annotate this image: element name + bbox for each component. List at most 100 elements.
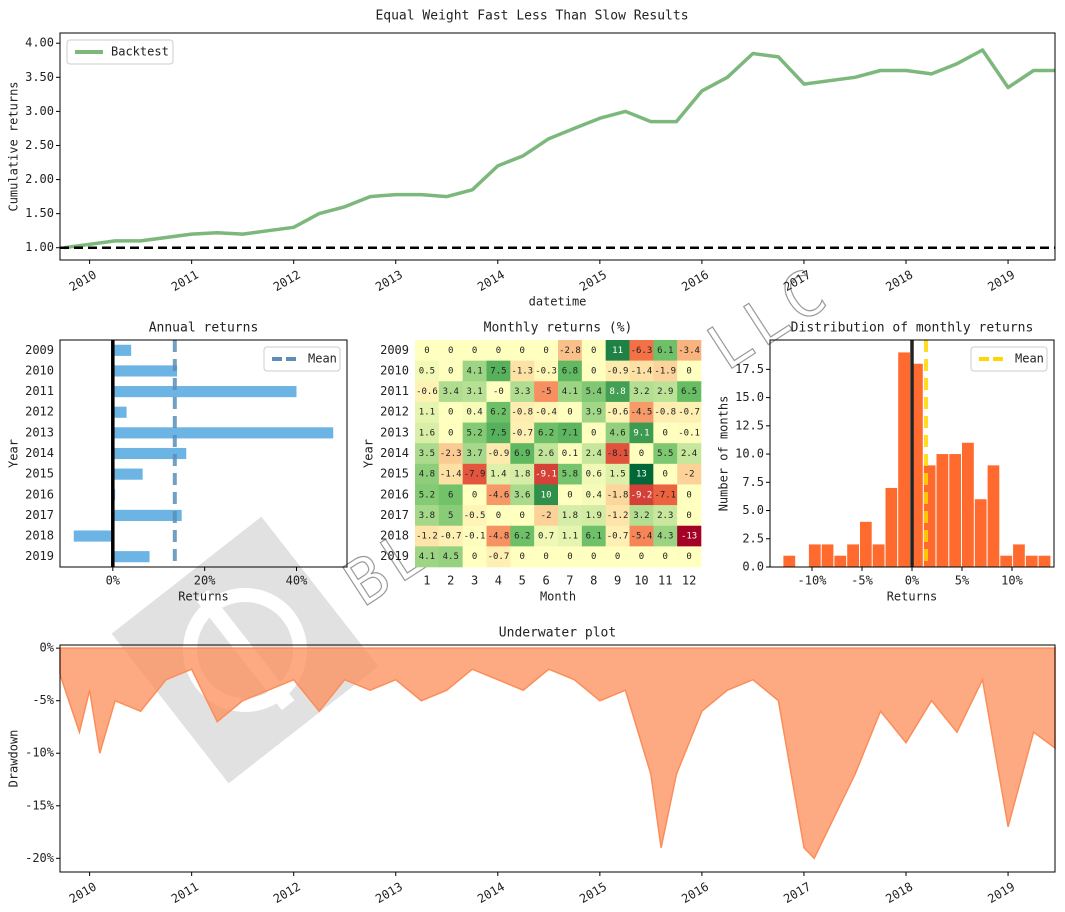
- y-tick-label: 7.5: [742, 475, 764, 489]
- histogram-bar: [898, 352, 910, 567]
- cell-label: 2.4: [681, 449, 697, 459]
- heatmap-cell: [605, 340, 630, 361]
- cell-label: 0: [591, 366, 596, 376]
- cell-label: 10: [541, 490, 552, 500]
- heatmap-cell: [677, 340, 702, 361]
- y-tick-label: -20%: [25, 851, 55, 865]
- heatmap-cell: [486, 340, 511, 361]
- legend-label: Mean: [308, 352, 337, 366]
- heatmap-cell: [415, 360, 440, 382]
- x-tick-label: 2019: [985, 880, 1017, 907]
- cell-label: 0: [686, 552, 691, 562]
- heatmap-cell: [629, 525, 654, 547]
- cell-label: 1.1: [562, 532, 578, 542]
- heatmap-cell: [462, 546, 487, 568]
- x-tick-label: 2011: [169, 880, 201, 907]
- heatmap-cell: [534, 340, 559, 361]
- cell-label: 4.6: [609, 428, 625, 438]
- cell-label: -1.3: [511, 366, 533, 376]
- cell-label: 6.9: [514, 449, 530, 459]
- heatmap-cell: [677, 443, 702, 465]
- heatmap-cell: [486, 422, 511, 444]
- heatmap-cell: [653, 484, 678, 506]
- histogram-bar: [1038, 555, 1051, 567]
- cell-label: -0.8: [511, 408, 533, 418]
- heatmap-cell: [462, 505, 487, 527]
- cell-label: 3.5: [419, 449, 435, 459]
- heatmap-cell: [605, 463, 630, 485]
- heatmap-cell: [486, 505, 511, 527]
- heatmap-cell: [653, 463, 678, 485]
- cell-label: -0.3: [535, 366, 557, 376]
- heatmap-cell: [558, 360, 583, 382]
- x-tick-label: 2014: [475, 880, 507, 907]
- legend-label: Backtest: [111, 45, 169, 59]
- heatmap-cell: [438, 381, 463, 403]
- heatmap-cell: [510, 525, 535, 547]
- histogram-bar: [1025, 555, 1038, 567]
- heatmap-cell: [438, 443, 463, 465]
- heatmap-cell: [677, 484, 702, 506]
- cell-label: 4.5: [443, 552, 459, 562]
- heatmap-cell: [415, 422, 440, 444]
- y-tick-label: 3.50: [25, 70, 54, 84]
- bar: [112, 468, 143, 480]
- cell-label: -0.1: [678, 428, 700, 438]
- x-tick-label: 6: [542, 574, 549, 588]
- cell-label: 0: [496, 346, 501, 356]
- y-axis-label: Cumulative returns: [7, 81, 21, 211]
- heatmap-cell: [415, 401, 440, 423]
- histogram-bar: [885, 487, 898, 567]
- x-tick-label: 2013: [373, 880, 405, 907]
- heatmap-cell: [534, 505, 559, 527]
- heatmap-cell: [510, 443, 535, 465]
- cell-label: 6.1: [586, 532, 602, 542]
- cell-label: 3.8: [419, 511, 435, 521]
- heatmap-cell: [629, 463, 654, 485]
- histogram-bar: [872, 544, 885, 567]
- cell-label: 9.1: [633, 428, 649, 438]
- cell-label: 8.8: [609, 387, 625, 397]
- heatmap-cell: [677, 546, 702, 568]
- cell-label: -1.8: [607, 490, 629, 500]
- y-tick-label: 2010: [380, 363, 409, 377]
- y-tick-label: 2009: [380, 343, 409, 357]
- y-axis-label: Year: [7, 439, 21, 468]
- heatmap-cell: [438, 360, 463, 382]
- heatmap-cell: [605, 525, 630, 547]
- cell-label: -0.4: [535, 408, 557, 418]
- heatmap-cell: [605, 360, 630, 382]
- cell-label: 4.1: [466, 366, 482, 376]
- heatmap-cell: [605, 422, 630, 444]
- cell-label: -0.6: [416, 387, 438, 397]
- x-tick-label: 5: [519, 574, 526, 588]
- heatmap-cell: [438, 463, 463, 485]
- y-tick-label: 2014: [25, 446, 54, 460]
- heatmap-cell: [534, 401, 559, 423]
- cell-label: -7.1: [654, 490, 676, 500]
- heatmap-cell: [653, 422, 678, 444]
- cell-label: -0.7: [678, 408, 700, 418]
- y-axis-label: Drawdown: [7, 730, 21, 788]
- cell-label: 11: [612, 346, 623, 356]
- cell-label: -0.7: [607, 532, 629, 542]
- heatmap-cell: [581, 525, 606, 547]
- cell-label: 0: [686, 490, 691, 500]
- heatmap-cell: [677, 401, 702, 423]
- cell-label: -1.2: [416, 532, 438, 542]
- heatmap-cell: [415, 525, 440, 547]
- histogram-bar: [834, 555, 847, 567]
- cell-label: -7.9: [464, 470, 486, 480]
- y-tick-label: 2010: [25, 363, 54, 377]
- cell-label: 2.6: [538, 449, 554, 459]
- cell-label: 7.5: [490, 428, 506, 438]
- heatmap-cell: [415, 546, 440, 568]
- heatmap-cell: [629, 505, 654, 527]
- x-axis-label: datetime: [529, 295, 587, 309]
- heatmap-cell: [415, 340, 440, 361]
- heatmap-cell: [462, 381, 487, 403]
- heatmap-cell: [677, 463, 702, 485]
- heatmap-cell: [605, 484, 630, 506]
- cell-label: 13: [636, 470, 647, 480]
